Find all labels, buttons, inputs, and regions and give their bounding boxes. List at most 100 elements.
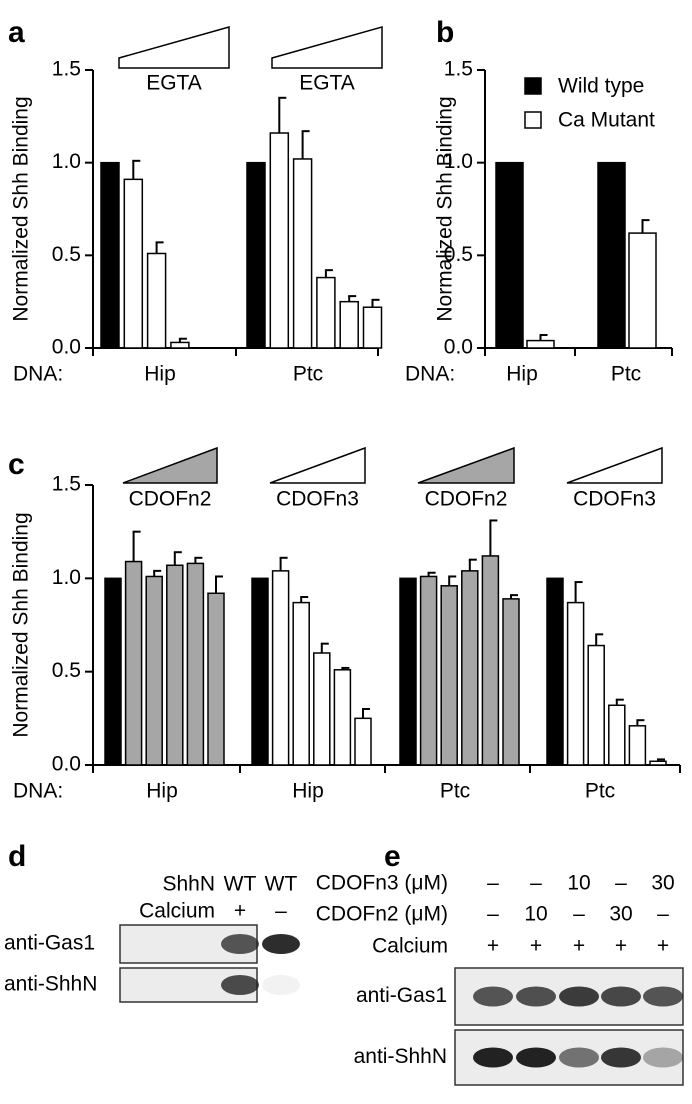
lane-cell: WT — [265, 873, 298, 896]
legend-swatch — [524, 77, 542, 95]
band — [221, 975, 259, 995]
bar — [100, 161, 120, 349]
panel-letter: d — [8, 840, 26, 873]
bar — [362, 306, 383, 349]
y-tick-label: 0.5 — [444, 243, 473, 266]
panel-letter: e — [384, 840, 401, 873]
bar — [649, 760, 667, 766]
lane-cell: – — [530, 872, 542, 895]
bar — [495, 161, 524, 349]
bar — [628, 232, 657, 349]
bar — [145, 575, 163, 766]
band — [262, 975, 300, 995]
y-tick-label: 1.5 — [444, 58, 473, 81]
bar — [502, 598, 520, 766]
bar — [339, 300, 359, 349]
band — [601, 986, 641, 1007]
lane-cell: + — [573, 935, 585, 958]
bar — [399, 577, 417, 766]
bar — [170, 341, 190, 349]
lane-cell: 10 — [567, 872, 590, 895]
y-tick-label: 0.0 — [444, 336, 473, 359]
bar — [316, 276, 336, 349]
bar — [628, 725, 647, 766]
lane-cell: + — [657, 935, 669, 958]
lane-cell: + — [615, 935, 627, 958]
x-tick-label: Hip — [144, 363, 176, 386]
lane-cell: – — [487, 872, 499, 895]
band — [262, 934, 300, 954]
bar — [546, 577, 564, 766]
y-axis-label: Normalized Shh Binding — [10, 96, 33, 321]
panel-letter: c — [8, 448, 25, 481]
band — [516, 986, 556, 1007]
annotation: EGTA — [299, 72, 355, 95]
gradient-triangle — [417, 446, 515, 484]
gradient-triangle — [269, 446, 366, 484]
bar — [313, 652, 331, 766]
lane-cell: + — [487, 935, 499, 958]
band — [221, 934, 259, 954]
bar — [104, 577, 122, 766]
x-prefix: DNA: — [13, 780, 63, 803]
bar — [246, 161, 266, 349]
x-tick-label: Ptc — [293, 363, 323, 386]
row-label: CDOFn3 (μM) — [316, 872, 448, 895]
bar — [526, 339, 555, 349]
bar — [597, 161, 626, 349]
row-label: Calcium — [372, 935, 448, 958]
y-tick-label: 1.5 — [52, 473, 81, 496]
band — [643, 1047, 683, 1068]
legend-swatch — [524, 111, 542, 129]
annotation: CDOFn2 — [425, 488, 508, 511]
bar — [124, 560, 143, 766]
bar — [166, 564, 184, 766]
lane-cell: + — [530, 935, 542, 958]
bar — [271, 570, 290, 766]
y-tick-label: 1.0 — [52, 566, 81, 589]
panel-letter: a — [8, 16, 25, 49]
panel-letter: b — [436, 16, 454, 49]
legend-label: Ca Mutant — [558, 109, 655, 132]
bar — [354, 717, 372, 766]
x-tick-label: Hip — [506, 363, 538, 386]
annotation: CDOFn3 — [573, 488, 656, 511]
band — [473, 1047, 513, 1068]
x-tick-label: Hip — [292, 780, 324, 803]
bar — [566, 601, 585, 766]
blot-label: anti-ShhN — [4, 973, 97, 996]
row-label: ShhN — [162, 873, 215, 896]
annotation: CDOFn2 — [129, 488, 212, 511]
y-tick-label: 0.5 — [52, 659, 81, 682]
annotation: CDOFn3 — [276, 488, 359, 511]
row-label: CDOFn2 (μM) — [316, 903, 448, 926]
x-tick-label: Ptc — [611, 363, 641, 386]
x-tick-label: Ptc — [440, 780, 470, 803]
blot-label: anti-ShhN — [354, 1045, 447, 1068]
y-tick-label: 1.5 — [52, 58, 81, 81]
row-label: Calcium — [139, 900, 215, 923]
lane-cell: – — [615, 872, 627, 895]
lane-cell: + — [234, 900, 246, 923]
lane-cell: – — [573, 903, 585, 926]
lane-cell: 30 — [609, 903, 632, 926]
gradient-triangle — [566, 446, 663, 484]
lane-cell: – — [487, 903, 499, 926]
bar — [292, 601, 310, 766]
annotation: EGTA — [146, 72, 202, 95]
gradient-triangle — [271, 26, 383, 69]
y-tick-label: 1.0 — [52, 150, 81, 173]
y-axis-label: Normalized Shh Binding — [10, 512, 33, 737]
bar — [440, 585, 458, 766]
gradient-triangle — [118, 26, 230, 69]
bar — [461, 570, 479, 766]
x-prefix: DNA: — [13, 363, 63, 386]
bar — [292, 158, 313, 349]
bar — [207, 592, 225, 766]
band — [643, 986, 683, 1007]
band — [473, 986, 513, 1007]
bar — [123, 178, 144, 349]
bar — [146, 252, 167, 349]
bar — [186, 562, 205, 766]
